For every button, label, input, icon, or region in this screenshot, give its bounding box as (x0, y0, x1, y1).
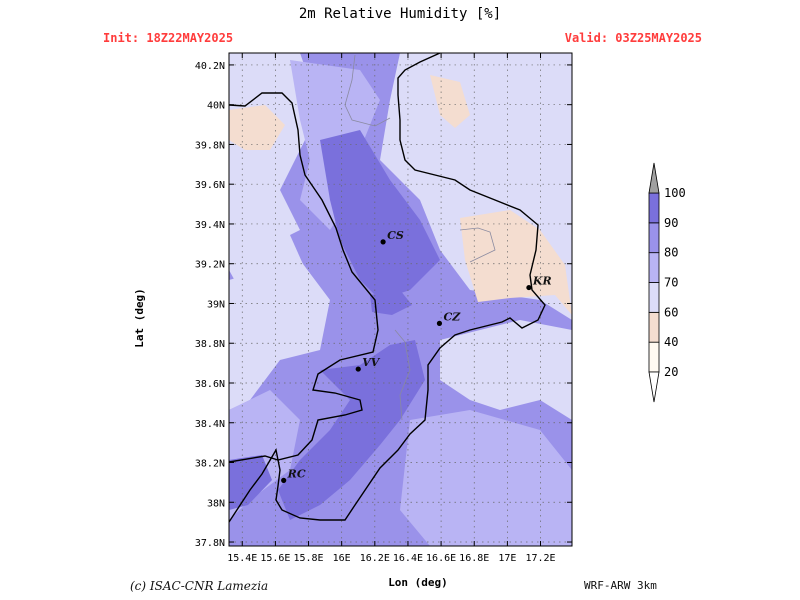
city-marker-kr (526, 284, 532, 291)
y-tick-label: 38.4N (195, 419, 225, 430)
coastline-east (229, 53, 546, 523)
field-zone (229, 260, 330, 410)
x-tick-label: 17E (498, 553, 516, 564)
city-marker-cs (380, 239, 386, 245)
x-axis-label: Lon (deg) (388, 576, 448, 589)
field-zone (229, 215, 310, 300)
city-label-rc: RC (287, 467, 306, 480)
colorbar-label: 80 (664, 246, 678, 260)
x-tick-label: 17.2E (525, 553, 555, 564)
x-axis-ticks: 15.4E 15.6E 15.8E 16E 16.2E 16.4E 16.6E 16.8E 17… (227, 53, 556, 564)
x-tick-label: 16.8E (459, 553, 489, 564)
field-zone (278, 340, 425, 520)
field-zone (370, 290, 412, 315)
y-axis-ticks: 40.2N 40N 39.8N 39.6N 39.4N 39.2N 39N 38.8N 38.6… (195, 61, 572, 549)
valid-time-label: Valid: 03Z25MAY2025 (564, 31, 702, 45)
y-tick-label: 37.8N (195, 538, 225, 549)
colorbar-under-arrow (648, 371, 660, 403)
colorbar-segment (648, 252, 660, 283)
y-tick-label: 38N (207, 498, 225, 509)
field-zone (460, 210, 572, 315)
y-tick-label: 39.6N (195, 180, 225, 191)
init-time-label: Init: 18Z22MAY2025 (103, 31, 234, 45)
city-marker-vv (355, 366, 361, 372)
x-tick-label: 16.2E (360, 553, 390, 564)
x-tick-label: 16E (333, 553, 351, 564)
humidity-field (229, 53, 572, 546)
colorbar-over-arrow (648, 162, 660, 194)
field-zone (320, 130, 440, 300)
field-zone (430, 75, 470, 128)
colorbar: 20 40 60 70 80 90 100 (648, 162, 686, 403)
field-zone (400, 410, 572, 546)
city-marker-cz (436, 320, 443, 326)
city-marker-rc (281, 477, 287, 483)
x-tick-label: 16.6E (426, 553, 456, 564)
chart-title: 2m Relative Humidity [%] (298, 6, 502, 22)
city-label-kr: KR (532, 275, 552, 288)
city-markers: CS CZ KR VV RC (281, 229, 552, 483)
credit-text: (c) ISAC-CNR Lamezia (130, 579, 269, 593)
x-tick-label: 16.4E (393, 553, 423, 564)
x-tick-label: 15.6E (260, 553, 290, 564)
colorbar-segment (648, 192, 660, 224)
coastline (229, 53, 546, 523)
plot-frame (228, 52, 573, 547)
y-tick-label: 39.2N (195, 260, 225, 271)
colorbar-label: 90 (664, 216, 678, 230)
city-label-cz: CZ (443, 310, 461, 323)
city-label-cs: CS (387, 229, 404, 242)
y-tick-label: 38.6N (195, 379, 225, 390)
model-label: WRF-ARW 3km (584, 579, 657, 592)
colorbar-segment (648, 311, 660, 343)
y-tick-label: 40.2N (195, 61, 225, 72)
colorbar-segment (648, 341, 660, 373)
x-tick-label: 15.8E (293, 553, 323, 564)
colorbar-label: 60 (664, 305, 678, 319)
border-line (344, 54, 391, 127)
y-tick-label: 38.2N (195, 459, 225, 470)
field-zone (229, 455, 272, 510)
field-zone (229, 105, 285, 150)
colorbar-label: 100 (664, 186, 686, 200)
x-tick-label: 15.4E (227, 553, 257, 564)
y-tick-label: 39N (207, 299, 225, 310)
region-borders (344, 54, 496, 421)
y-tick-label: 38.8N (195, 339, 225, 350)
y-tick-label: 39.4N (195, 220, 225, 231)
colorbar-label: 40 (664, 335, 678, 349)
y-tick-label: 40N (207, 101, 225, 112)
colorbar-label: 70 (664, 276, 678, 290)
colorbar-segment (648, 222, 660, 254)
colorbar-segment (648, 282, 660, 313)
coastline-west (229, 92, 379, 463)
y-tick-label: 39.8N (195, 140, 225, 151)
field-zone (440, 320, 572, 420)
y-axis-label: Lat (deg) (133, 288, 146, 348)
border-line (459, 227, 496, 263)
city-label-vv: VV (362, 356, 381, 369)
border-line (394, 329, 411, 421)
colorbar-label: 20 (664, 365, 678, 379)
